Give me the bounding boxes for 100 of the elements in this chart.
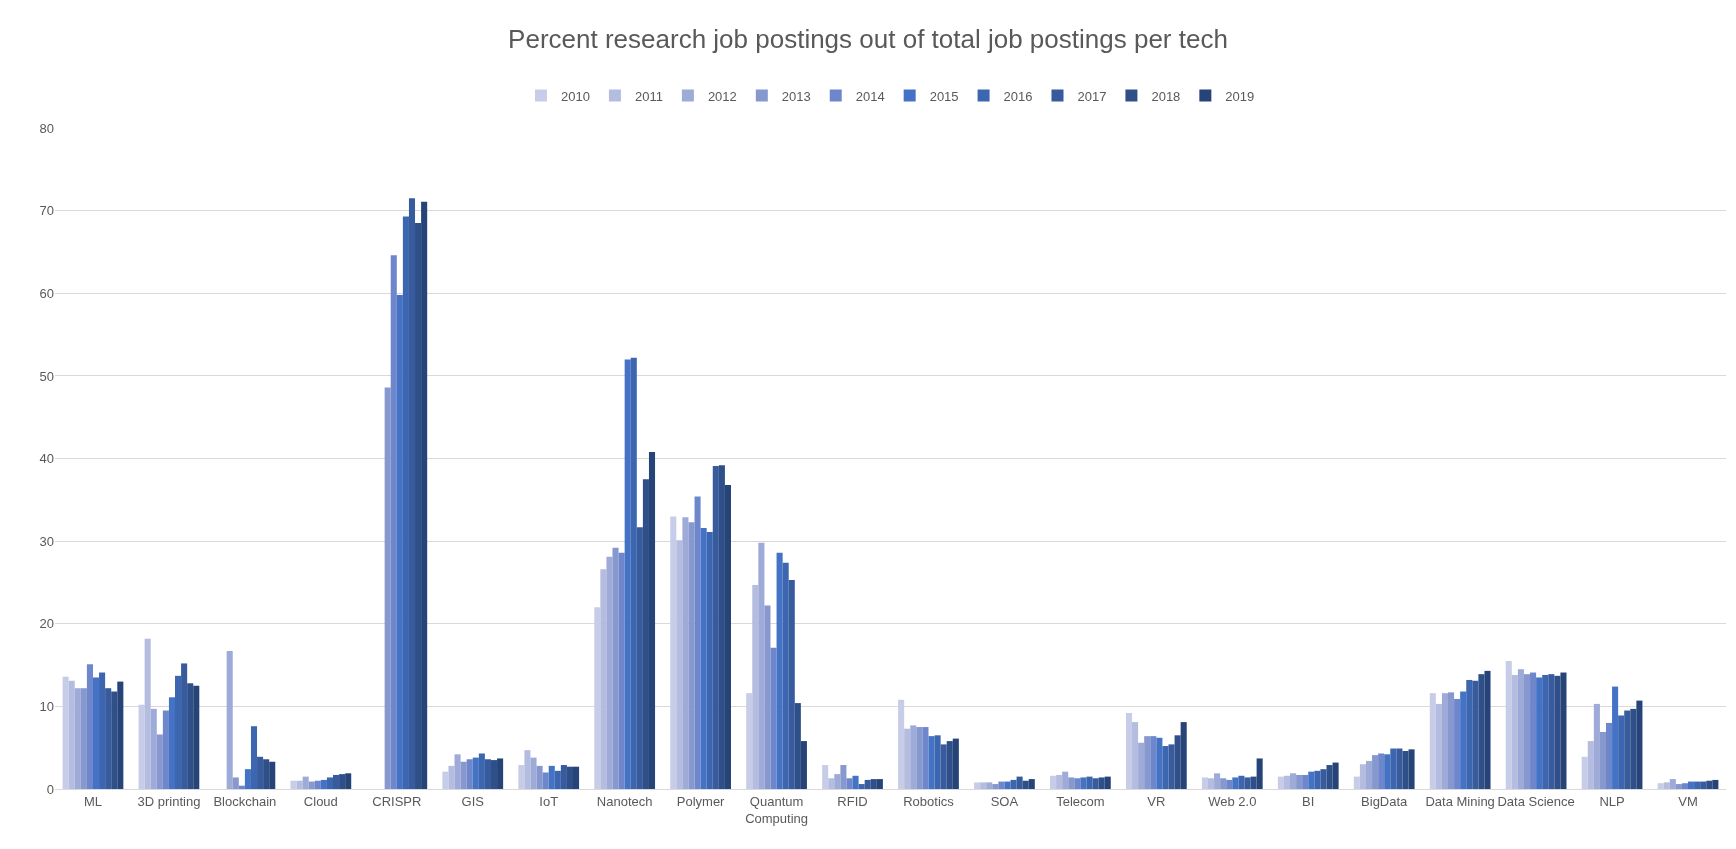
y-tick-label: 0 bbox=[46, 781, 54, 797]
bar bbox=[150, 708, 157, 789]
bar bbox=[746, 693, 753, 789]
bar bbox=[1104, 776, 1111, 789]
x-tick-label: Polymer bbox=[676, 793, 726, 809]
bar bbox=[1162, 746, 1169, 789]
x-tick-label: Nanotech bbox=[596, 793, 653, 809]
bar bbox=[1207, 778, 1215, 789]
bar bbox=[910, 725, 917, 789]
bar bbox=[1460, 691, 1467, 789]
bar bbox=[1593, 703, 1600, 789]
bar bbox=[193, 685, 200, 789]
chart-title: Percent research job postings out of total job postings per tech bbox=[508, 23, 1228, 54]
bar bbox=[1402, 751, 1409, 789]
bar bbox=[117, 681, 124, 789]
bar bbox=[858, 784, 865, 789]
bar bbox=[1624, 710, 1631, 789]
bar bbox=[257, 756, 264, 789]
bar bbox=[144, 638, 151, 789]
x-tick-label: SOA bbox=[990, 793, 1019, 809]
bar bbox=[724, 484, 731, 789]
bar bbox=[1180, 722, 1187, 789]
bar bbox=[1706, 780, 1713, 789]
bar bbox=[670, 516, 677, 789]
bar bbox=[648, 451, 656, 789]
x-tick-label: Data Science bbox=[1497, 793, 1575, 809]
bar bbox=[1384, 754, 1391, 789]
x-tick-label: VM bbox=[1678, 793, 1698, 809]
bar bbox=[269, 761, 276, 789]
bar bbox=[80, 688, 87, 789]
bar bbox=[250, 726, 258, 789]
bar bbox=[1004, 781, 1011, 789]
bar bbox=[1618, 715, 1625, 789]
bar bbox=[1168, 744, 1175, 789]
x-tick-label: Quantum Computing bbox=[745, 793, 809, 826]
bar bbox=[1353, 776, 1360, 789]
bar bbox=[187, 683, 194, 789]
bar bbox=[168, 697, 176, 789]
bar bbox=[1688, 781, 1695, 789]
bar bbox=[1548, 674, 1555, 789]
bar bbox=[1098, 777, 1105, 789]
bar bbox=[1277, 776, 1284, 789]
bar bbox=[1174, 735, 1181, 789]
bar bbox=[594, 607, 601, 789]
bar bbox=[320, 779, 327, 789]
bar bbox=[922, 727, 929, 789]
bar bbox=[1636, 700, 1643, 789]
bar bbox=[1308, 771, 1315, 789]
bar bbox=[484, 759, 491, 789]
bar bbox=[1523, 674, 1531, 789]
bar bbox=[1138, 742, 1145, 789]
bar bbox=[700, 527, 707, 789]
bar bbox=[1283, 775, 1291, 789]
bar bbox=[1214, 773, 1221, 789]
x-tick-label: RFID bbox=[837, 793, 868, 809]
bar bbox=[345, 773, 352, 789]
bar bbox=[530, 757, 537, 789]
bar bbox=[682, 517, 689, 789]
bar bbox=[384, 387, 391, 789]
bar bbox=[1700, 781, 1707, 789]
bar bbox=[946, 741, 953, 789]
bar bbox=[548, 765, 555, 789]
legend-label: 2012 bbox=[707, 88, 737, 104]
bar bbox=[828, 778, 835, 789]
bar bbox=[642, 479, 649, 789]
bar bbox=[852, 775, 859, 789]
bar bbox=[111, 691, 118, 789]
bar bbox=[952, 738, 959, 789]
bar bbox=[460, 761, 467, 789]
bar bbox=[1250, 776, 1257, 789]
bar bbox=[466, 759, 473, 789]
bar bbox=[1132, 722, 1139, 789]
bar bbox=[1050, 775, 1057, 789]
bar bbox=[1669, 779, 1676, 789]
bar bbox=[752, 584, 759, 789]
bar bbox=[618, 552, 625, 789]
bar bbox=[712, 465, 719, 789]
bar bbox=[794, 703, 801, 789]
x-tick-label: 3D printing bbox=[137, 793, 201, 809]
bar bbox=[1296, 774, 1303, 789]
bar bbox=[542, 772, 549, 789]
bar bbox=[1359, 764, 1366, 789]
bar bbox=[800, 741, 807, 789]
bar bbox=[472, 757, 479, 789]
y-tick-label: 80 bbox=[39, 120, 54, 136]
bar bbox=[822, 765, 829, 789]
bar bbox=[566, 766, 574, 789]
bar bbox=[263, 759, 270, 789]
bar bbox=[1454, 698, 1461, 789]
bar bbox=[788, 580, 795, 789]
bar bbox=[1056, 774, 1063, 789]
bar bbox=[68, 680, 75, 789]
bar bbox=[415, 223, 422, 789]
bar bbox=[1074, 778, 1081, 789]
bar bbox=[1511, 675, 1518, 789]
bar bbox=[1542, 675, 1549, 789]
bar bbox=[1560, 672, 1567, 789]
bar bbox=[1086, 776, 1093, 789]
bar bbox=[1581, 756, 1588, 789]
bar bbox=[244, 769, 251, 789]
